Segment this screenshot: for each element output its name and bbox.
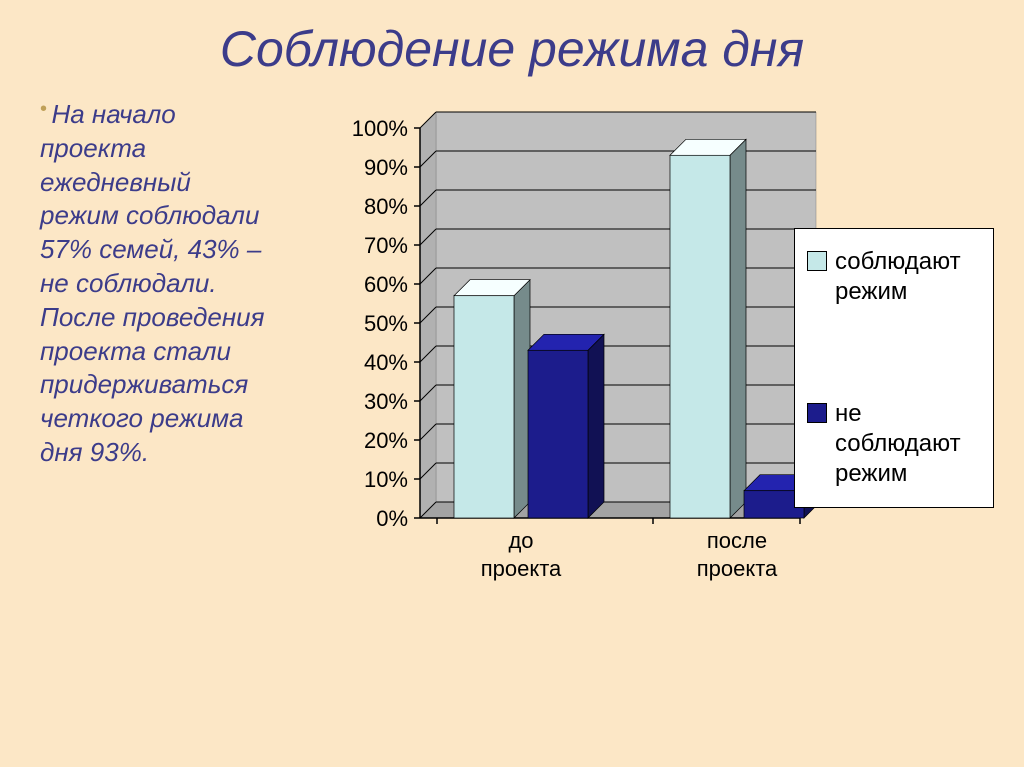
bullet-icon: • xyxy=(40,98,47,121)
svg-text:80%: 80% xyxy=(364,194,408,219)
text-column: • На начало проекта ежедневный режим соб… xyxy=(40,98,270,638)
svg-text:100%: 100% xyxy=(352,116,408,141)
content-row: • На начало проекта ежедневный режим соб… xyxy=(40,98,984,638)
svg-text:после: после xyxy=(707,528,767,553)
svg-text:проекта: проекта xyxy=(697,556,778,581)
legend-label-2: не соблюдают режим xyxy=(835,399,981,489)
legend-item: не соблюдают режим xyxy=(807,399,981,489)
slide: Соблюдение режима дня • На начало проект… xyxy=(0,0,1024,767)
chart-legend: соблюдают режим не соблюдают режим xyxy=(794,228,994,508)
svg-text:50%: 50% xyxy=(364,311,408,336)
legend-swatch-2 xyxy=(807,403,827,423)
legend-item: соблюдают режим xyxy=(807,247,981,307)
legend-swatch-1 xyxy=(807,251,827,271)
svg-text:до: до xyxy=(508,528,533,553)
svg-text:проекта: проекта xyxy=(481,556,562,581)
body-text: На начало проекта ежедневный режим соблю… xyxy=(40,99,265,467)
legend-label-1: соблюдают режим xyxy=(835,247,981,307)
svg-text:40%: 40% xyxy=(364,350,408,375)
chart-container: 0% 10% 20% 30% 40% 50% 60% 70% 80% 90% 100% до проек… xyxy=(290,98,984,638)
svg-text:0%: 0% xyxy=(376,506,408,531)
svg-text:90%: 90% xyxy=(364,155,408,180)
svg-text:70%: 70% xyxy=(364,233,408,258)
svg-text:30%: 30% xyxy=(364,389,408,414)
svg-text:60%: 60% xyxy=(364,272,408,297)
svg-text:20%: 20% xyxy=(364,428,408,453)
page-title: Соблюдение режима дня xyxy=(40,20,984,78)
svg-text:10%: 10% xyxy=(364,467,408,492)
